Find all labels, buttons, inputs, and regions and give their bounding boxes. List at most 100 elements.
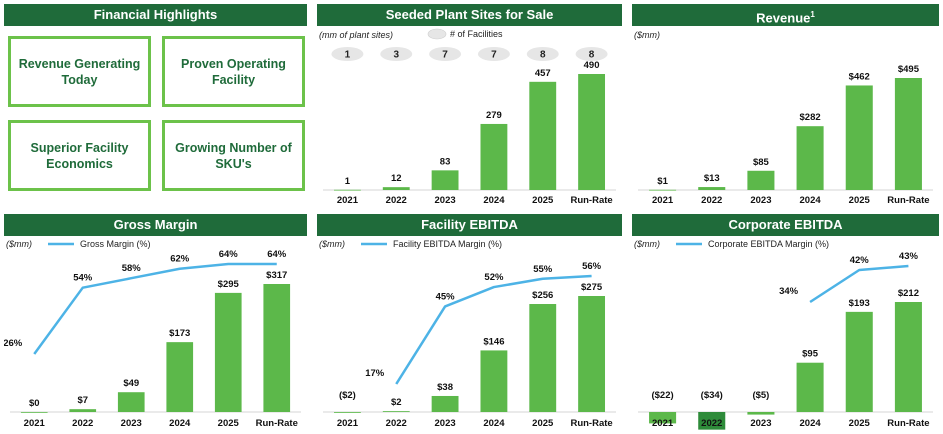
seeded-bar bbox=[480, 123, 508, 190]
revenue-x-tick-label: 2021 bbox=[652, 195, 674, 206]
facility-ebitda-chart: ($mm) Facility EBITDA Margin (%) ($2) 2021 $… bbox=[319, 239, 616, 429]
corporate-unit-label: ($mm) bbox=[634, 239, 660, 249]
facility-count-label: 8 bbox=[540, 50, 546, 61]
facility-margin-label: 17% bbox=[365, 368, 385, 379]
corporate-margin-label: 43% bbox=[899, 251, 919, 262]
corporate-bar bbox=[649, 412, 677, 424]
gross-value-label: $173 bbox=[169, 328, 190, 339]
facility-pill bbox=[477, 47, 510, 61]
seeded-value-label: 457 bbox=[535, 68, 551, 79]
revenue-value-label: $495 bbox=[898, 64, 920, 75]
facility-pill bbox=[526, 47, 559, 61]
highlight-revenue-generating: Revenue Generating Today bbox=[8, 36, 151, 107]
revenue-x-tick-label: 2022 bbox=[701, 195, 722, 206]
gross-x-tick-label: 2021 bbox=[24, 418, 46, 429]
facility-x-tick-label: 2024 bbox=[483, 418, 505, 429]
gross-margin-line bbox=[33, 262, 277, 355]
facility-bar bbox=[333, 412, 361, 413]
facility-legend-label: Facility EBITDA Margin (%) bbox=[393, 239, 502, 249]
facility-bar bbox=[480, 350, 508, 412]
facility-count-label: 7 bbox=[442, 50, 448, 61]
corporate-ebitda-panel: Corporate EBITDA ($mm) Corporate EBITDA M… bbox=[632, 214, 939, 432]
facility-bar bbox=[578, 296, 606, 412]
corporate-value-label: ($5) bbox=[752, 390, 769, 401]
revenue-x-tick-label: 2024 bbox=[800, 195, 822, 206]
revenue-x-tick-label: 2023 bbox=[750, 195, 771, 206]
corporate-x-tick-label: 2024 bbox=[800, 418, 822, 429]
facility-margin-label: 52% bbox=[484, 272, 504, 283]
facility-x-tick-label: 2023 bbox=[435, 418, 456, 429]
corporate-ebitda-title: Corporate EBITDA bbox=[632, 214, 939, 236]
revenue-value-label: $85 bbox=[753, 157, 770, 168]
highlight-proven-facility: Proven Operating Facility bbox=[162, 36, 305, 107]
gross-legend-label: Gross Margin (%) bbox=[80, 239, 151, 249]
seeded-facilities-legend-label: # of Facilities bbox=[450, 29, 503, 39]
gross-bar bbox=[214, 292, 242, 412]
facility-pill bbox=[429, 47, 462, 61]
revenue-title: Revenue1 bbox=[632, 4, 939, 26]
financial-highlights-panel: Financial Highlights Revenue Generating … bbox=[4, 4, 307, 204]
facility-margin-label: 55% bbox=[533, 264, 553, 275]
seeded-x-tick-label: 2023 bbox=[435, 195, 456, 206]
seeded-bar bbox=[382, 187, 410, 190]
facility-ebitda-title: Facility EBITDA bbox=[317, 214, 622, 236]
revenue-bar bbox=[845, 85, 873, 190]
corporate-bar bbox=[698, 412, 726, 430]
gross-margin-label: 54% bbox=[73, 273, 93, 284]
seeded-value-label: 1 bbox=[345, 176, 351, 187]
corporate-margin-line bbox=[809, 264, 909, 304]
corporate-value-label: ($22) bbox=[651, 390, 673, 401]
revenue-bar bbox=[747, 170, 775, 190]
highlight-facility-economics: Superior Facility Economics bbox=[8, 120, 151, 191]
seeded-facilities-legend-pill bbox=[427, 28, 447, 40]
gross-bar bbox=[263, 284, 291, 412]
gross-value-label: $295 bbox=[218, 279, 240, 290]
facility-value-label: $275 bbox=[581, 282, 603, 293]
seeded-value-label: 12 bbox=[391, 173, 402, 184]
revenue-chart: ($mm) $1 2021 $13 2022 $85 2023 $282 2024 $462 202… bbox=[634, 30, 933, 206]
revenue-value-label: $282 bbox=[800, 112, 821, 123]
corporate-value-label: $193 bbox=[849, 298, 870, 309]
gross-margin-title: Gross Margin bbox=[4, 214, 307, 236]
facility-bar bbox=[529, 304, 557, 412]
corporate-x-tick-label: Run-Rate bbox=[887, 418, 929, 429]
seeded-plant-sites-chart: (mm of plant sites) # of Facilities 1 3 7 7 8 8… bbox=[319, 28, 616, 206]
gross-margin-label: 58% bbox=[122, 263, 142, 274]
corporate-x-tick-label: 2023 bbox=[750, 418, 771, 429]
seeded-value-label: 490 bbox=[584, 60, 600, 71]
highlight-growing-skus: Growing Number of SKU's bbox=[162, 120, 305, 191]
corporate-x-tick-label: 2022 bbox=[701, 418, 722, 429]
seeded-value-label: 83 bbox=[440, 156, 451, 167]
gross-x-tick-label: 2024 bbox=[169, 418, 191, 429]
revenue-value-label: $462 bbox=[849, 71, 870, 82]
facility-count-label: 3 bbox=[393, 50, 399, 61]
revenue-bar bbox=[649, 189, 677, 191]
seeded-bar bbox=[333, 189, 361, 191]
corporate-bar bbox=[747, 412, 775, 415]
corporate-value-label: ($34) bbox=[701, 390, 723, 401]
gross-x-tick-label: Run-Rate bbox=[256, 418, 298, 429]
corporate-bar bbox=[796, 362, 824, 412]
facility-value-label: $146 bbox=[483, 336, 504, 347]
facility-value-label: ($2) bbox=[339, 390, 356, 401]
seeded-bar bbox=[431, 170, 459, 190]
revenue-unit-label: ($mm) bbox=[634, 30, 660, 40]
facility-margin-line bbox=[395, 274, 592, 385]
corporate-x-tick-label: 2025 bbox=[849, 418, 871, 429]
corporate-value-label: $95 bbox=[802, 349, 819, 360]
facility-pill bbox=[575, 47, 608, 61]
facility-count-label: 8 bbox=[589, 50, 595, 61]
revenue-panel: Revenue1 ($mm) $1 2021 $13 2022 $85 2023 $282 20… bbox=[632, 4, 939, 210]
seeded-x-tick-label: 2021 bbox=[337, 195, 359, 206]
gross-value-label: $317 bbox=[266, 270, 287, 281]
corporate-margin-label: 42% bbox=[850, 255, 870, 266]
facility-ebitda-panel: Facility EBITDA ($mm) Facility EBITDA Mar… bbox=[317, 214, 622, 432]
gross-x-tick-label: 2022 bbox=[72, 418, 93, 429]
revenue-bar bbox=[698, 187, 726, 190]
facility-pill bbox=[331, 47, 364, 61]
facility-margin-label: 45% bbox=[436, 291, 456, 302]
facility-bar bbox=[382, 411, 410, 412]
gross-bar bbox=[20, 412, 48, 413]
corporate-ebitda-chart: ($mm) Corporate EBITDA Margin (%) ($22) 202… bbox=[634, 239, 933, 430]
gross-bar bbox=[166, 342, 194, 412]
